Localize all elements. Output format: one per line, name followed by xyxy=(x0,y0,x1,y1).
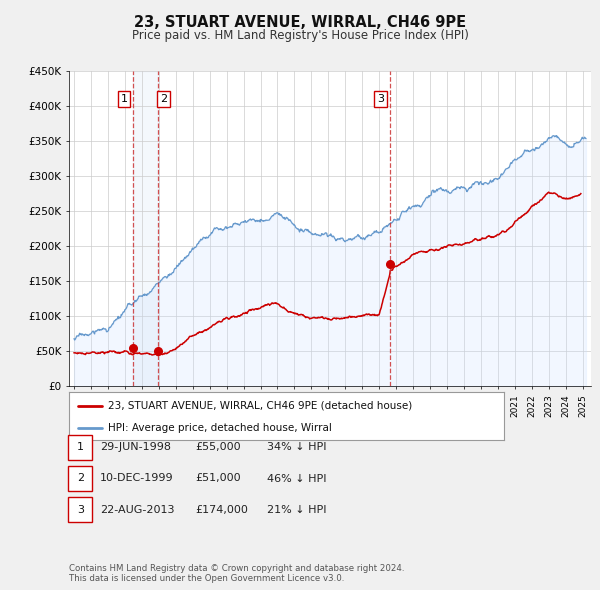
Text: 2: 2 xyxy=(160,94,167,104)
Text: 23, STUART AVENUE, WIRRAL, CH46 9PE (detached house): 23, STUART AVENUE, WIRRAL, CH46 9PE (det… xyxy=(108,401,412,411)
Text: 22-AUG-2013: 22-AUG-2013 xyxy=(100,505,175,514)
Text: HPI: Average price, detached house, Wirral: HPI: Average price, detached house, Wirr… xyxy=(108,423,332,432)
Text: 23, STUART AVENUE, WIRRAL, CH46 9PE: 23, STUART AVENUE, WIRRAL, CH46 9PE xyxy=(134,15,466,30)
Text: £55,000: £55,000 xyxy=(195,442,241,452)
Text: 10-DEC-1999: 10-DEC-1999 xyxy=(100,474,174,483)
Text: 3: 3 xyxy=(377,94,384,104)
Text: 29-JUN-1998: 29-JUN-1998 xyxy=(100,442,171,452)
Text: Price paid vs. HM Land Registry's House Price Index (HPI): Price paid vs. HM Land Registry's House … xyxy=(131,30,469,42)
Text: 34% ↓ HPI: 34% ↓ HPI xyxy=(267,442,326,452)
Text: Contains HM Land Registry data © Crown copyright and database right 2024.
This d: Contains HM Land Registry data © Crown c… xyxy=(69,563,404,583)
Text: £174,000: £174,000 xyxy=(195,505,248,514)
Text: 21% ↓ HPI: 21% ↓ HPI xyxy=(267,505,326,514)
Text: 2: 2 xyxy=(77,474,84,483)
Text: 1: 1 xyxy=(77,442,84,452)
Text: 46% ↓ HPI: 46% ↓ HPI xyxy=(267,474,326,483)
Bar xyxy=(133,71,158,386)
Text: £51,000: £51,000 xyxy=(195,474,241,483)
Text: 1: 1 xyxy=(121,94,127,104)
Text: 3: 3 xyxy=(77,505,84,514)
